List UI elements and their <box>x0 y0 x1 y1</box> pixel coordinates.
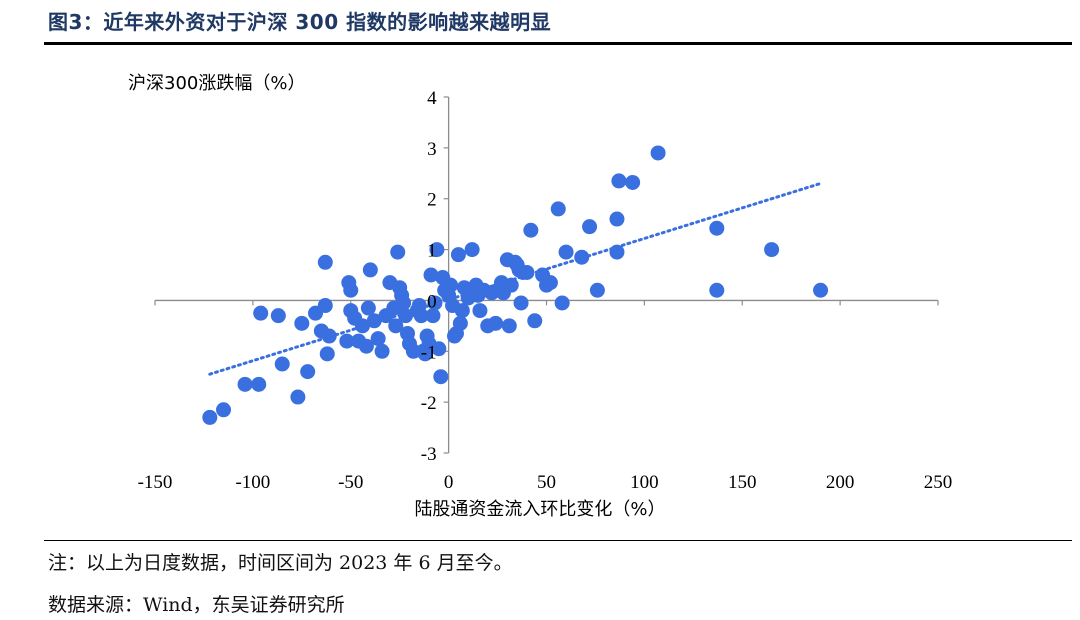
y-tick-label: 2 <box>427 190 437 211</box>
data-point <box>390 244 406 260</box>
data-point <box>339 333 355 349</box>
data-point <box>360 300 376 316</box>
y-tick-label: 3 <box>427 139 437 160</box>
figure-title: 图3：近年来外资对于沪深 300 指数的影响越来越明显 <box>48 10 552 34</box>
data-point <box>550 201 566 217</box>
y-axis-label: 沪深300涨跌幅（%） <box>128 73 305 94</box>
x-tick-label: 150 <box>728 472 757 493</box>
x-tick-label: 50 <box>537 472 556 493</box>
data-point <box>431 341 447 357</box>
data-point <box>589 282 605 298</box>
data-point <box>625 174 641 190</box>
data-point <box>343 282 359 298</box>
y-tick-label: -2 <box>421 393 437 414</box>
x-tick-label: 250 <box>924 472 953 493</box>
x-tick-label: -100 <box>235 472 270 493</box>
y-tick-label: 4 <box>427 88 437 109</box>
data-point <box>611 173 627 189</box>
x-tick-label: 200 <box>826 472 855 493</box>
data-point <box>443 277 459 293</box>
data-point <box>388 318 404 334</box>
trend-line <box>208 181 823 376</box>
data-point <box>523 222 539 238</box>
data-point <box>216 402 232 418</box>
data-point <box>300 364 316 380</box>
y-tick-label: 0 <box>427 291 437 312</box>
data-point <box>270 308 286 324</box>
data-point <box>650 145 666 161</box>
data-point <box>813 282 829 298</box>
x-axis-label: 陆股通资金流入环比变化（%） <box>414 499 665 520</box>
data-point <box>317 254 333 270</box>
data-point <box>464 242 480 258</box>
data-point <box>237 376 253 392</box>
data-point <box>709 220 725 236</box>
data-point <box>413 308 429 324</box>
bottom-rule <box>44 540 1072 541</box>
data-point <box>554 295 570 311</box>
data-point <box>582 219 598 235</box>
data-point <box>362 262 378 278</box>
data-point <box>513 295 529 311</box>
y-tick-label: -1 <box>421 342 437 363</box>
data-point <box>274 356 290 372</box>
data-point <box>519 264 535 280</box>
data-point <box>709 282 725 298</box>
figure-source: 数据来源：Wind，东吴证券研究所 <box>48 594 345 616</box>
data-point <box>374 343 390 359</box>
data-point <box>429 242 445 258</box>
data-point <box>558 244 574 260</box>
scatter-chart: -3 -2 -1 0 1 2 3 4 -150 -100 -50 0 50 100 150 200 250 沪深3… <box>128 73 953 520</box>
data-point <box>433 369 449 385</box>
data-point <box>354 318 370 334</box>
data-point <box>527 313 543 329</box>
data-point <box>317 298 333 314</box>
y-tick-label: 1 <box>427 241 437 262</box>
data-point <box>319 346 335 362</box>
x-tick-label: 100 <box>630 472 659 493</box>
data-point <box>425 308 441 324</box>
data-point <box>503 277 519 293</box>
x-tick-label: -50 <box>338 472 363 493</box>
data-point <box>370 331 386 347</box>
data-point <box>358 338 374 354</box>
data-point <box>251 376 267 392</box>
data-point <box>452 315 468 331</box>
y-tick-label: -3 <box>421 444 437 465</box>
data-point <box>396 295 412 311</box>
top-rule <box>44 42 1072 45</box>
data-point <box>454 303 470 319</box>
figure-note: 注：以上为日度数据，时间区间为 2023 年 6 月至今。 <box>48 552 513 574</box>
data-point <box>472 303 488 319</box>
data-point <box>764 242 780 258</box>
data-point <box>290 389 306 405</box>
x-tick-label: 0 <box>444 472 454 493</box>
data-point <box>542 275 558 291</box>
data-point <box>253 305 269 321</box>
data-point <box>450 247 466 263</box>
data-point <box>488 315 504 331</box>
x-tick-label: -150 <box>138 472 173 493</box>
data-point <box>423 267 439 283</box>
data-point <box>294 315 310 331</box>
data-point <box>202 409 218 425</box>
data-point <box>609 211 625 227</box>
data-point <box>501 318 517 334</box>
